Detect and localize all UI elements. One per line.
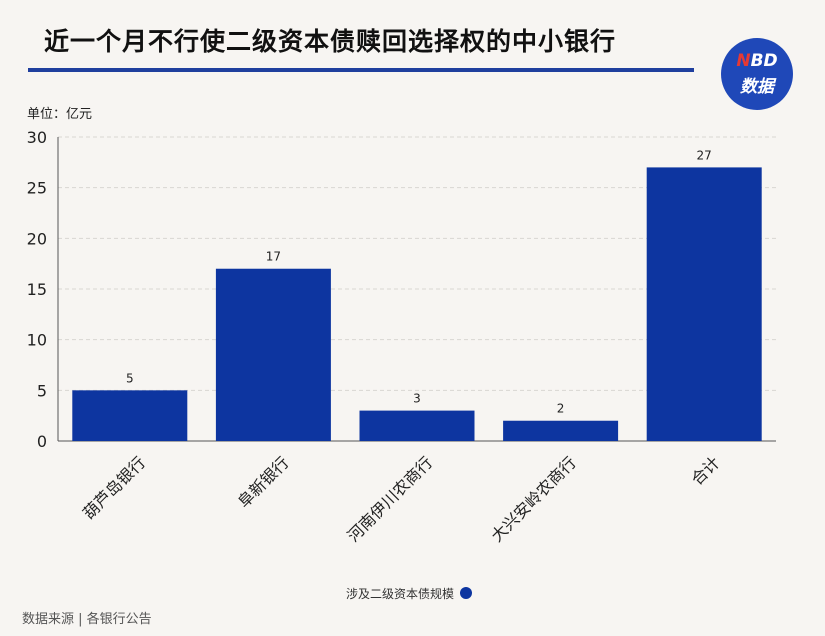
legend: 涉及二级资本债规模 xyxy=(346,585,473,601)
x-tick-label: 葫芦岛银行 xyxy=(79,453,149,523)
logo-text-bottom: 数据 xyxy=(740,77,774,97)
y-tick-label: 15 xyxy=(27,280,47,299)
y-tick-label: 25 xyxy=(27,179,47,198)
x-tick-label: 河南伊川农商行 xyxy=(344,453,437,546)
bar xyxy=(72,390,188,441)
bar xyxy=(646,167,762,441)
data-label: 2 xyxy=(557,402,565,416)
logo-line1: NBD xyxy=(736,51,778,71)
x-tick-label: 大兴安岭农商行 xyxy=(487,453,580,546)
y-tick-label: 10 xyxy=(27,331,47,350)
legend-swatch xyxy=(460,587,473,599)
logo-text-top: NBD xyxy=(721,51,793,71)
nbd-logo: NBD 数据 xyxy=(721,38,793,110)
legend-label: 涉及二级资本债规模 xyxy=(346,586,455,601)
data-label: 3 xyxy=(413,392,421,406)
bar xyxy=(503,420,619,441)
x-tick-label: 阜新银行 xyxy=(234,453,293,512)
y-tick-label: 5 xyxy=(37,381,47,400)
title-underline xyxy=(28,68,694,72)
x-tick-label: 合计 xyxy=(687,453,723,489)
y-tick-label: 30 xyxy=(27,128,47,147)
y-tick-label: 20 xyxy=(27,229,47,248)
unit-label: 单位：亿元 xyxy=(27,107,93,122)
y-tick-label: 0 xyxy=(37,432,47,451)
source-note: 数据来源 | 各银行公告 xyxy=(22,612,152,627)
data-label: 5 xyxy=(126,371,134,385)
bar xyxy=(359,410,475,441)
bar xyxy=(215,268,331,441)
data-label: 27 xyxy=(697,148,712,162)
page-title: 近一个月不行使二级资本债赎回选择权的中小银行 xyxy=(44,27,617,56)
data-label: 17 xyxy=(266,250,281,264)
